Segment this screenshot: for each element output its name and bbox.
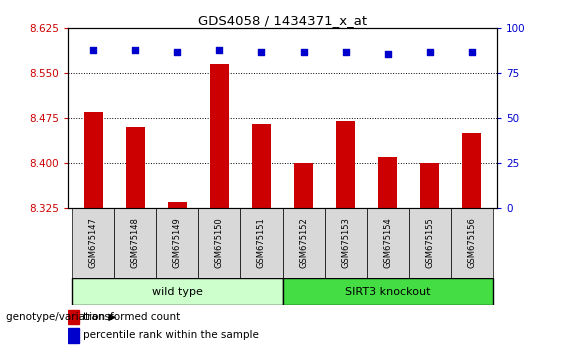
Point [299, 49, 308, 55]
Bar [156, 209, 198, 278]
Bar [325, 209, 367, 278]
Text: SIRT3 knockout: SIRT3 knockout [345, 286, 431, 297]
Bar [68, 309, 79, 324]
Text: GSM675155: GSM675155 [425, 218, 434, 268]
Point [131, 47, 140, 53]
Bar [367, 209, 409, 278]
Text: transformed count: transformed count [83, 312, 180, 322]
Bar [463, 133, 481, 209]
Text: GSM675147: GSM675147 [89, 218, 98, 268]
Bar [336, 121, 355, 209]
Bar [72, 278, 282, 306]
Point [467, 49, 476, 55]
Text: GSM675148: GSM675148 [131, 218, 140, 268]
Bar [198, 209, 240, 278]
Text: GSM675149: GSM675149 [173, 218, 182, 268]
Point [173, 49, 182, 55]
Bar [420, 164, 440, 209]
Text: GSM675154: GSM675154 [383, 218, 392, 268]
Title: GDS4058 / 1434371_x_at: GDS4058 / 1434371_x_at [198, 14, 367, 27]
Bar [114, 209, 156, 278]
Bar [409, 209, 451, 278]
Text: GSM675151: GSM675151 [257, 218, 266, 268]
Point [425, 49, 434, 55]
Text: percentile rank within the sample: percentile rank within the sample [83, 330, 259, 340]
Point [341, 49, 350, 55]
Bar [282, 278, 493, 306]
Bar [84, 112, 102, 209]
Bar [72, 209, 114, 278]
Bar [68, 328, 79, 343]
Point [257, 49, 266, 55]
Text: GSM675152: GSM675152 [299, 218, 308, 268]
Point [383, 51, 392, 56]
Text: GSM675150: GSM675150 [215, 218, 224, 268]
Bar [168, 202, 186, 209]
Text: genotype/variation ▶: genotype/variation ▶ [6, 312, 116, 322]
Text: wild type: wild type [152, 286, 203, 297]
Text: GSM675153: GSM675153 [341, 218, 350, 268]
Bar [379, 158, 397, 209]
Text: GSM675156: GSM675156 [467, 218, 476, 268]
Bar [210, 64, 229, 209]
Bar [294, 164, 313, 209]
Bar [282, 209, 325, 278]
Bar [252, 124, 271, 209]
Point [89, 47, 98, 53]
Point [215, 47, 224, 53]
Bar [125, 127, 145, 209]
Bar [240, 209, 282, 278]
Bar [451, 209, 493, 278]
